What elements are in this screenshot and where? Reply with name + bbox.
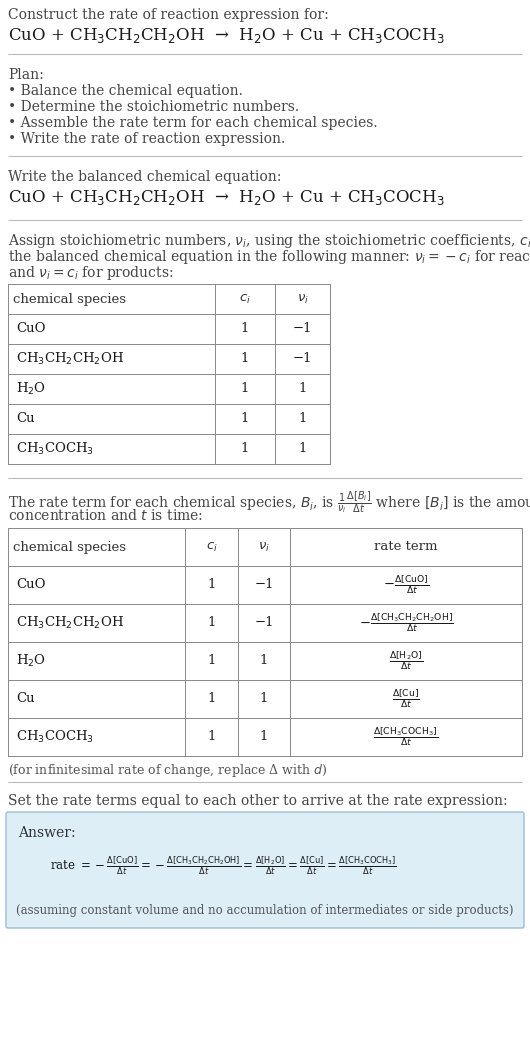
Text: 1: 1 (298, 382, 307, 396)
Text: 1: 1 (241, 413, 249, 425)
Text: $-\frac{\Delta[\mathrm{CuO}]}{\Delta t}$: $-\frac{\Delta[\mathrm{CuO}]}{\Delta t}$ (383, 574, 429, 596)
Text: chemical species: chemical species (13, 293, 126, 305)
Text: • Assemble the rate term for each chemical species.: • Assemble the rate term for each chemic… (8, 116, 377, 130)
Text: −1: −1 (293, 323, 312, 336)
Text: H$_2$O: H$_2$O (16, 381, 46, 397)
Text: −1: −1 (293, 352, 312, 366)
Text: Assign stoichiometric numbers, $\nu_i$, using the stoichiometric coefficients, $: Assign stoichiometric numbers, $\nu_i$, … (8, 232, 530, 250)
Text: −1: −1 (254, 578, 274, 592)
Text: rate term: rate term (374, 541, 438, 553)
Text: CH$_3$COCH$_3$: CH$_3$COCH$_3$ (16, 441, 94, 457)
Text: $-\frac{\Delta[\mathrm{CH_3CH_2CH_2OH}]}{\Delta t}$: $-\frac{\Delta[\mathrm{CH_3CH_2CH_2OH}]}… (359, 612, 453, 635)
Text: CuO + CH$_3$CH$_2$CH$_2$OH  →  H$_2$O + Cu + CH$_3$COCH$_3$: CuO + CH$_3$CH$_2$CH$_2$OH → H$_2$O + Cu… (8, 26, 445, 45)
Text: Construct the rate of reaction expression for:: Construct the rate of reaction expressio… (8, 8, 329, 22)
Text: 1: 1 (260, 654, 268, 668)
Text: CuO: CuO (16, 323, 46, 336)
Text: 1: 1 (207, 617, 216, 629)
Text: $c_i$: $c_i$ (239, 293, 251, 305)
FancyBboxPatch shape (6, 812, 524, 928)
Text: Cu: Cu (16, 413, 34, 425)
Text: $c_i$: $c_i$ (206, 541, 217, 553)
Text: 1: 1 (241, 323, 249, 336)
Text: (for infinitesimal rate of change, replace Δ with $d$): (for infinitesimal rate of change, repla… (8, 762, 328, 779)
Text: 1: 1 (207, 693, 216, 705)
Text: CuO + CH$_3$CH$_2$CH$_2$OH  →  H$_2$O + Cu + CH$_3$COCH$_3$: CuO + CH$_3$CH$_2$CH$_2$OH → H$_2$O + Cu… (8, 188, 445, 207)
Text: $\frac{\Delta[\mathrm{CH_3COCH_3}]}{\Delta t}$: $\frac{\Delta[\mathrm{CH_3COCH_3}]}{\Del… (374, 725, 439, 748)
Text: 1: 1 (241, 443, 249, 455)
Text: Set the rate terms equal to each other to arrive at the rate expression:: Set the rate terms equal to each other t… (8, 794, 508, 808)
Text: (assuming constant volume and no accumulation of intermediates or side products): (assuming constant volume and no accumul… (16, 904, 514, 917)
Text: 1: 1 (260, 693, 268, 705)
Text: $\nu_i$: $\nu_i$ (296, 293, 308, 305)
Text: The rate term for each chemical species, $B_i$, is $\frac{1}{\nu_i}\frac{\Delta[: The rate term for each chemical species,… (8, 490, 530, 516)
Text: • Balance the chemical equation.: • Balance the chemical equation. (8, 84, 243, 98)
Text: 1: 1 (241, 352, 249, 366)
Text: $\nu_i$: $\nu_i$ (258, 541, 270, 553)
Text: 1: 1 (241, 382, 249, 396)
Text: 1: 1 (207, 654, 216, 668)
Text: 1: 1 (298, 413, 307, 425)
Text: $\frac{\Delta[\mathrm{Cu}]}{\Delta t}$: $\frac{\Delta[\mathrm{Cu}]}{\Delta t}$ (392, 688, 420, 710)
Text: the balanced chemical equation in the following manner: $\nu_i = -c_i$ for react: the balanced chemical equation in the fo… (8, 248, 530, 266)
Text: Write the balanced chemical equation:: Write the balanced chemical equation: (8, 170, 281, 184)
Text: chemical species: chemical species (13, 541, 126, 553)
Text: and $\nu_i = c_i$ for products:: and $\nu_i = c_i$ for products: (8, 264, 173, 282)
Text: Cu: Cu (16, 693, 34, 705)
Text: CH$_3$COCH$_3$: CH$_3$COCH$_3$ (16, 729, 94, 745)
Text: −1: −1 (254, 617, 274, 629)
Text: • Write the rate of reaction expression.: • Write the rate of reaction expression. (8, 132, 285, 146)
Text: CH$_3$CH$_2$CH$_2$OH: CH$_3$CH$_2$CH$_2$OH (16, 351, 124, 367)
Text: • Determine the stoichiometric numbers.: • Determine the stoichiometric numbers. (8, 100, 299, 114)
Text: 1: 1 (260, 730, 268, 744)
Text: $\frac{\Delta[\mathrm{H_2O}]}{\Delta t}$: $\frac{\Delta[\mathrm{H_2O}]}{\Delta t}$ (389, 649, 423, 672)
Text: concentration and $t$ is time:: concentration and $t$ is time: (8, 508, 203, 523)
Text: 1: 1 (298, 443, 307, 455)
Text: rate $= -\frac{\Delta[\mathrm{CuO}]}{\Delta t} = -\frac{\Delta[\mathrm{CH_3CH_2C: rate $= -\frac{\Delta[\mathrm{CuO}]}{\De… (50, 854, 396, 877)
Text: 1: 1 (207, 730, 216, 744)
Text: Plan:: Plan: (8, 68, 44, 82)
Text: CH$_3$CH$_2$CH$_2$OH: CH$_3$CH$_2$CH$_2$OH (16, 615, 124, 631)
Text: CuO: CuO (16, 578, 46, 592)
Text: H$_2$O: H$_2$O (16, 653, 46, 669)
Text: 1: 1 (207, 578, 216, 592)
Text: Answer:: Answer: (18, 826, 76, 840)
